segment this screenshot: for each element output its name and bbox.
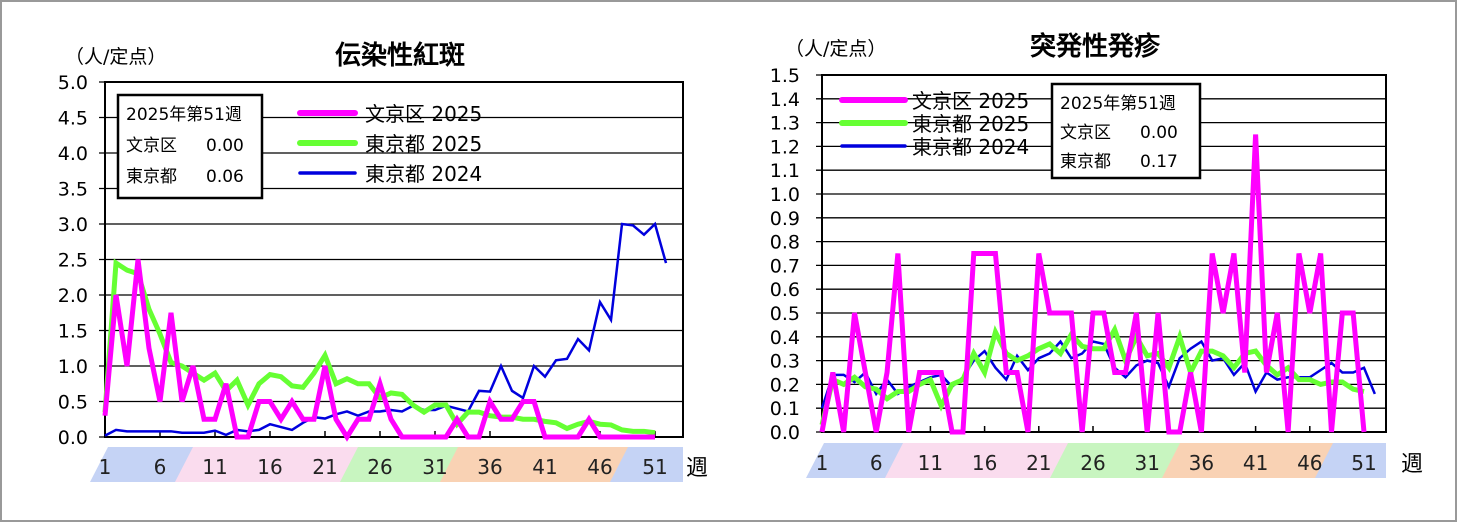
week-band-segment bbox=[1162, 443, 1353, 478]
x-tick-label: 51 bbox=[1351, 451, 1376, 475]
info-label: 東京都 bbox=[1060, 152, 1111, 172]
x-tick-label: 26 bbox=[1080, 451, 1105, 475]
info-value: 0.06 bbox=[206, 167, 244, 187]
info-title: 2025年第51週 bbox=[126, 105, 242, 125]
y-tick-label: 0.1 bbox=[770, 398, 800, 420]
y-tick-label: 0.2 bbox=[770, 374, 800, 396]
info-title: 2025年第51週 bbox=[1060, 94, 1176, 114]
y-tick-label: 0.8 bbox=[770, 232, 800, 254]
info-label: 文京区 bbox=[126, 136, 177, 156]
y-tick-label: 4.5 bbox=[58, 108, 88, 130]
x-tick-label: 41 bbox=[532, 455, 557, 479]
y-tick-label: 0.6 bbox=[770, 279, 800, 301]
y-tick-label: 1.0 bbox=[770, 184, 800, 206]
x-tick-label: 46 bbox=[587, 455, 612, 479]
week-band-segment bbox=[440, 447, 643, 482]
series-line-tokyo2025 bbox=[819, 323, 1365, 426]
x-tick-label: 16 bbox=[972, 451, 997, 475]
series-line-tokyo2024 bbox=[104, 221, 668, 437]
x-tick-label: 46 bbox=[1297, 451, 1322, 475]
x-tick-label: 41 bbox=[1243, 451, 1268, 475]
y-tick-label: 0.5 bbox=[770, 303, 800, 325]
y-tick-label: 0.3 bbox=[770, 351, 800, 373]
legend-label: 東京都 2024 bbox=[365, 162, 482, 186]
week-band-segment bbox=[1050, 443, 1200, 478]
y-tick-label: 1.0 bbox=[58, 356, 88, 378]
x-tick-label: 6 bbox=[870, 451, 883, 475]
plot-area-border bbox=[821, 74, 1387, 433]
info-box bbox=[1050, 82, 1202, 180]
x-tick-label: 31 bbox=[1134, 451, 1159, 475]
info-box bbox=[116, 93, 264, 200]
x-tick-label: 1 bbox=[99, 455, 112, 479]
info-label: 東京都 bbox=[126, 167, 177, 187]
week-band-segment bbox=[885, 443, 1088, 478]
legend-label: 東京都 2024 bbox=[912, 135, 1029, 159]
legend-label: 東京都 2025 bbox=[365, 132, 482, 156]
x-axis-label: 週 bbox=[1401, 452, 1423, 477]
x-tick-label: 51 bbox=[642, 455, 667, 479]
week-band-segment bbox=[610, 447, 683, 482]
y-tick-label: 0.7 bbox=[770, 255, 800, 277]
x-tick-label: 11 bbox=[202, 455, 227, 479]
x-tick-label: 16 bbox=[257, 455, 282, 479]
y-tick-label: 0.0 bbox=[770, 422, 800, 444]
week-band-segment bbox=[175, 447, 378, 482]
y-tick-label: 3.0 bbox=[58, 214, 88, 236]
x-tick-label: 11 bbox=[918, 451, 943, 475]
legend-label: 文京区 2025 bbox=[365, 102, 482, 126]
y-axis-unit: （人/定点） bbox=[785, 38, 886, 60]
y-tick-label: 1.1 bbox=[770, 160, 800, 182]
y-tick-label: 1.5 bbox=[58, 321, 88, 343]
y-tick-label: 0.4 bbox=[770, 327, 800, 349]
y-tick-label: 2.0 bbox=[58, 285, 88, 307]
y-tick-label: 0.5 bbox=[58, 392, 88, 414]
plot-area-border bbox=[104, 81, 684, 438]
series-line-bunkyo2025 bbox=[819, 134, 1367, 435]
chart-title: 突発性発疹 bbox=[1030, 31, 1161, 62]
week-band-segment bbox=[1315, 443, 1386, 478]
x-tick-label: 26 bbox=[367, 455, 392, 479]
y-tick-label: 0.0 bbox=[58, 427, 88, 449]
y-tick-label: 4.0 bbox=[58, 143, 88, 165]
legend-label: 文京区 2025 bbox=[912, 89, 1029, 113]
week-band-segment bbox=[340, 447, 478, 482]
chart-title: 伝染性紅斑 bbox=[335, 41, 465, 71]
y-axis-unit: （人/定点） bbox=[65, 46, 166, 68]
series-line-bunkyo2025 bbox=[102, 259, 655, 442]
y-tick-label: 3.5 bbox=[58, 179, 88, 201]
y-tick-label: 0.9 bbox=[770, 208, 800, 230]
y-tick-label: 1.2 bbox=[770, 136, 800, 158]
y-tick-label: 1.3 bbox=[770, 113, 800, 135]
y-tick-label: 1.4 bbox=[770, 89, 800, 111]
x-tick-label: 36 bbox=[1189, 451, 1214, 475]
x-tick-label: 21 bbox=[312, 455, 337, 479]
x-axis-label: 週 bbox=[686, 456, 708, 481]
y-tick-label: 1.5 bbox=[770, 65, 800, 87]
info-value: 0.00 bbox=[1140, 123, 1178, 143]
x-tick-label: 6 bbox=[154, 455, 167, 479]
y-tick-label: 5.0 bbox=[58, 72, 88, 94]
info-label: 文京区 bbox=[1060, 123, 1111, 143]
info-value: 0.17 bbox=[1140, 152, 1178, 172]
x-tick-label: 21 bbox=[1026, 451, 1051, 475]
legend-label: 東京都 2025 bbox=[912, 112, 1029, 136]
info-value: 0.00 bbox=[206, 136, 244, 156]
x-tick-label: 1 bbox=[816, 451, 829, 475]
y-tick-label: 2.5 bbox=[58, 250, 88, 272]
x-tick-label: 31 bbox=[422, 455, 447, 479]
x-tick-label: 36 bbox=[477, 455, 502, 479]
